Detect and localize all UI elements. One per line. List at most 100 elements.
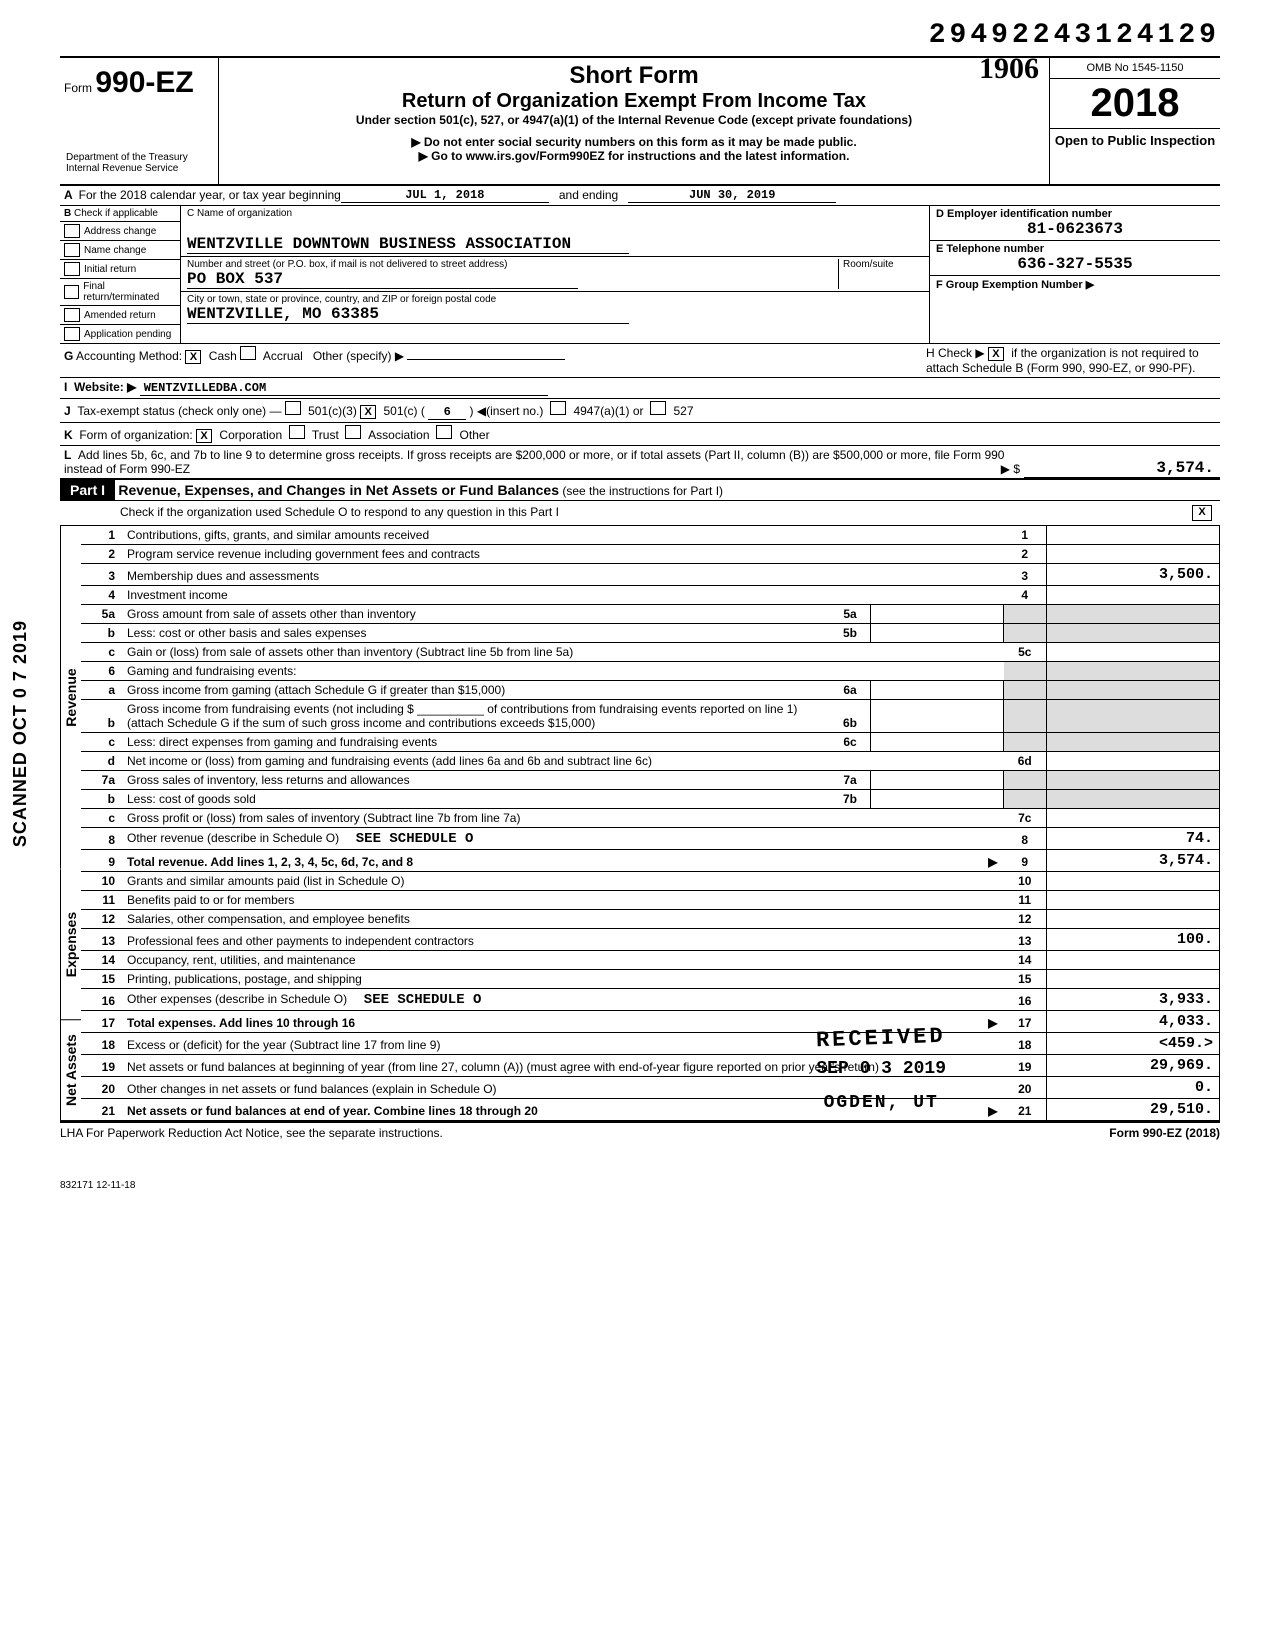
big-value: 4,033. bbox=[1047, 1011, 1220, 1033]
big-line-number bbox=[1004, 700, 1047, 733]
501c3-checkbox[interactable] bbox=[285, 401, 301, 415]
table-row: bLess: cost of goods sold7b bbox=[81, 790, 1220, 809]
big-value: 0. bbox=[1047, 1077, 1220, 1099]
table-row: 2Program service revenue including gover… bbox=[81, 545, 1220, 564]
line-number: c bbox=[81, 643, 121, 662]
table-row: 11Benefits paid to or for members11 bbox=[81, 891, 1220, 910]
mini-value bbox=[871, 733, 1004, 752]
big-value: 3,574. bbox=[1047, 850, 1220, 872]
line-number: 16 bbox=[81, 989, 121, 1011]
big-line-number bbox=[1004, 790, 1047, 809]
h-checkbox[interactable]: X bbox=[988, 347, 1004, 361]
table-row: 5aGross amount from sale of assets other… bbox=[81, 605, 1220, 624]
part1-label: Part I bbox=[60, 480, 115, 500]
omb-number: OMB No 1545-1150 bbox=[1050, 58, 1220, 79]
table-row: 18Excess or (deficit) for the year (Subt… bbox=[81, 1033, 1220, 1055]
table-row: 14Occupancy, rent, utilities, and mainte… bbox=[81, 951, 1220, 970]
scanned-stamp: SCANNED OCT 0 7 2019 bbox=[10, 620, 31, 847]
telephone: 636-327-5535 bbox=[936, 255, 1214, 273]
part1-check-line: Check if the organization used Schedule … bbox=[120, 505, 1192, 521]
line-description: Gross income from gaming (attach Schedul… bbox=[121, 681, 830, 700]
table-row: bLess: cost or other basis and sales exp… bbox=[81, 624, 1220, 643]
checkbox[interactable] bbox=[64, 224, 80, 238]
mini-line-number: 5b bbox=[830, 624, 871, 643]
big-line-number: 2 bbox=[1004, 545, 1047, 564]
line-number: b bbox=[81, 700, 121, 733]
mini-line-number: 7a bbox=[830, 771, 871, 790]
line-number: 7a bbox=[81, 771, 121, 790]
city-label: City or town, state or province, country… bbox=[187, 294, 923, 305]
big-line-number: 19 bbox=[1004, 1055, 1047, 1077]
mini-line-number: 6c bbox=[830, 733, 871, 752]
big-value: 100. bbox=[1047, 929, 1220, 951]
assoc-checkbox[interactable] bbox=[345, 425, 361, 439]
checkbox-label: Initial return bbox=[84, 264, 136, 275]
line-number: 21 bbox=[81, 1099, 121, 1121]
checkbox-label: Final return/terminated bbox=[83, 281, 178, 303]
line-number: 3 bbox=[81, 564, 121, 586]
corp-checkbox[interactable]: X bbox=[196, 429, 212, 443]
527-label: 527 bbox=[674, 404, 694, 418]
line-number: 14 bbox=[81, 951, 121, 970]
line-number: 5a bbox=[81, 605, 121, 624]
checkbox[interactable] bbox=[64, 285, 79, 299]
mini-line-number: 5a bbox=[830, 605, 871, 624]
cash-checkbox[interactable]: X bbox=[185, 350, 201, 364]
big-line-number: 10 bbox=[1004, 872, 1047, 891]
street-address: PO BOX 537 bbox=[187, 270, 578, 289]
line-number: 18 bbox=[81, 1033, 121, 1055]
line-description: Salaries, other compensation, and employ… bbox=[121, 910, 1004, 929]
mini-line-number: 7b bbox=[830, 790, 871, 809]
line-description: Gross amount from sale of assets other t… bbox=[121, 605, 830, 624]
big-line-number: 4 bbox=[1004, 586, 1047, 605]
table-row: cGain or (loss) from sale of assets othe… bbox=[81, 643, 1220, 662]
big-value: 3,933. bbox=[1047, 989, 1220, 1011]
received-date: SEP 0 3 2019 bbox=[802, 1059, 960, 1079]
checkbox[interactable] bbox=[64, 327, 80, 341]
mini-value bbox=[871, 605, 1004, 624]
line-description: Other revenue (describe in Schedule O) S… bbox=[121, 828, 1004, 850]
line-description: Net income or (loss) from gaming and fun… bbox=[121, 752, 1004, 771]
row-a-mid: and ending bbox=[559, 188, 618, 203]
form-number: 990-EZ bbox=[95, 66, 193, 99]
big-line-number: 15 bbox=[1004, 970, 1047, 989]
501c-number: 6 bbox=[428, 405, 466, 420]
expenses-section-label: Expenses bbox=[60, 869, 81, 1020]
501c-checkbox[interactable]: X bbox=[360, 405, 376, 419]
ein: 81-0623673 bbox=[936, 220, 1214, 238]
line-description: Professional fees and other payments to … bbox=[121, 929, 1004, 951]
checkbox[interactable] bbox=[64, 308, 80, 322]
big-value bbox=[1047, 662, 1220, 681]
table-row: aGross income from gaming (attach Schedu… bbox=[81, 681, 1220, 700]
schedule-o-checkbox[interactable]: X bbox=[1192, 505, 1212, 521]
part1-title-note: (see the instructions for Part I) bbox=[562, 484, 723, 498]
table-row: bGross income from fundraising events (n… bbox=[81, 700, 1220, 733]
table-row: 13Professional fees and other payments t… bbox=[81, 929, 1220, 951]
cash-label: Cash bbox=[209, 349, 237, 363]
trust-checkbox[interactable] bbox=[289, 425, 305, 439]
line-description: Less: direct expenses from gaming and fu… bbox=[121, 733, 830, 752]
checkbox[interactable] bbox=[64, 262, 80, 276]
other-checkbox[interactable] bbox=[436, 425, 452, 439]
checkbox[interactable] bbox=[64, 243, 80, 257]
check-amended-return: Amended return bbox=[60, 306, 180, 325]
table-row: 9Total revenue. Add lines 1, 2, 3, 4, 5c… bbox=[81, 850, 1220, 872]
table-row: 21Net assets or fund balances at end of … bbox=[81, 1099, 1220, 1121]
line-l-text: Add lines 5b, 6c, and 7b to line 9 to de… bbox=[64, 448, 1004, 476]
big-value bbox=[1047, 891, 1220, 910]
line-description: Gross sales of inventory, less returns a… bbox=[121, 771, 830, 790]
mini-value bbox=[871, 624, 1004, 643]
table-row: 4Investment income4 bbox=[81, 586, 1220, 605]
527-checkbox[interactable] bbox=[650, 401, 666, 415]
table-row: 12Salaries, other compensation, and empl… bbox=[81, 910, 1220, 929]
insert-no-label: ◀(insert no.) bbox=[477, 404, 544, 418]
line-description: Less: cost or other basis and sales expe… bbox=[121, 624, 830, 643]
big-line-number: 16 bbox=[1004, 989, 1047, 1011]
accrual-checkbox[interactable] bbox=[240, 346, 256, 360]
4947-checkbox[interactable] bbox=[550, 401, 566, 415]
handwriting-annotation: 1906 bbox=[979, 52, 1039, 86]
table-row: 15Printing, publications, postage, and s… bbox=[81, 970, 1220, 989]
mini-value bbox=[871, 771, 1004, 790]
form-title-main: Return of Organization Exempt From Incom… bbox=[225, 90, 1043, 113]
line-number: b bbox=[81, 624, 121, 643]
